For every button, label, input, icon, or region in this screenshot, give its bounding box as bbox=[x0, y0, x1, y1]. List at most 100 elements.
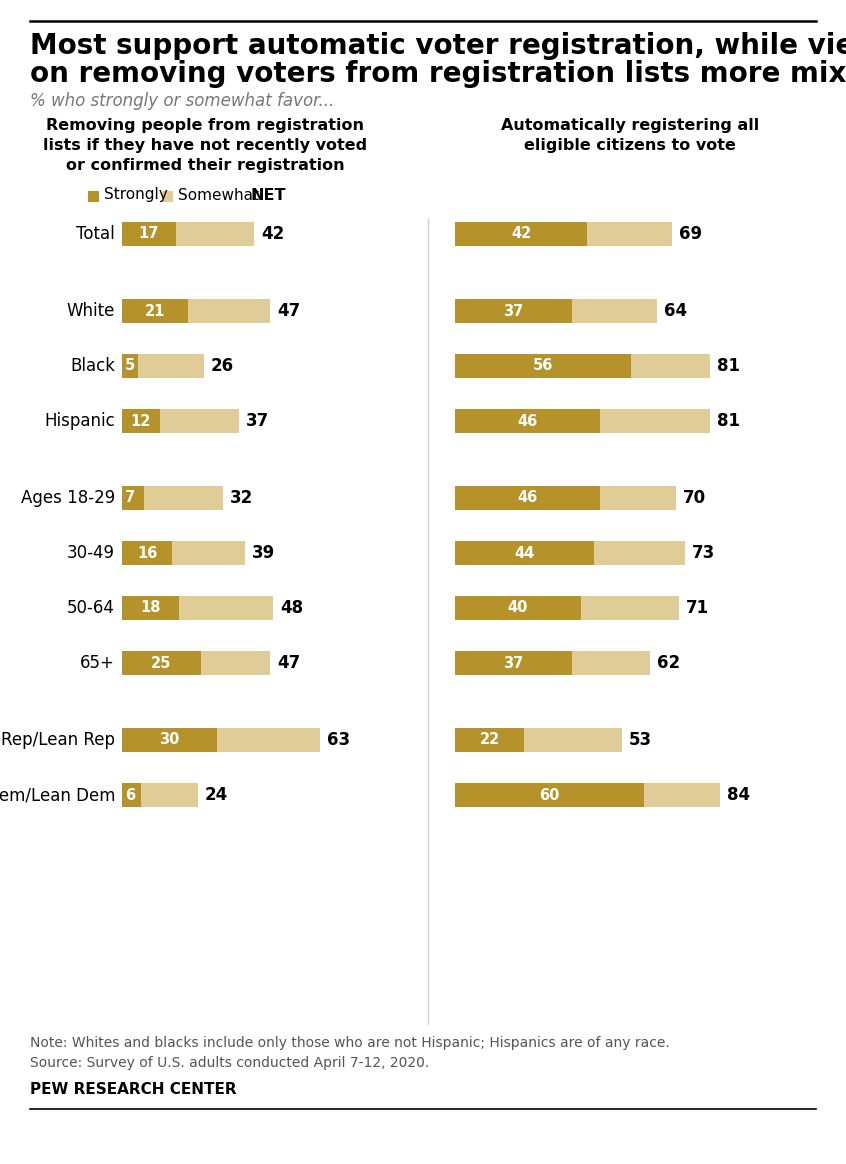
Text: % who strongly or somewhat favor...: % who strongly or somewhat favor... bbox=[30, 92, 334, 111]
Text: Most support automatic voter registration, while views: Most support automatic voter registratio… bbox=[30, 31, 846, 61]
Bar bbox=[201, 651, 270, 675]
Bar bbox=[455, 487, 600, 510]
Bar bbox=[144, 487, 222, 510]
Bar bbox=[122, 409, 160, 433]
Bar bbox=[122, 487, 144, 510]
Text: PEW RESEARCH CENTER: PEW RESEARCH CENTER bbox=[30, 1083, 237, 1096]
Bar bbox=[594, 541, 685, 565]
Bar bbox=[141, 783, 198, 807]
Text: 81: 81 bbox=[717, 357, 740, 375]
Text: 42: 42 bbox=[261, 225, 284, 243]
Text: 5: 5 bbox=[125, 359, 135, 374]
Text: 46: 46 bbox=[517, 490, 537, 505]
Text: 30: 30 bbox=[159, 732, 179, 747]
Text: 65+: 65+ bbox=[80, 654, 115, 672]
Text: 12: 12 bbox=[131, 413, 151, 428]
Text: 70: 70 bbox=[683, 489, 706, 508]
Bar bbox=[122, 651, 201, 675]
Text: 46: 46 bbox=[517, 413, 537, 428]
Text: 81: 81 bbox=[717, 412, 740, 430]
Text: 64: 64 bbox=[663, 301, 687, 320]
Text: 71: 71 bbox=[685, 599, 709, 617]
Bar bbox=[162, 191, 173, 201]
Bar bbox=[644, 783, 720, 807]
Text: Ages 18-29: Ages 18-29 bbox=[21, 489, 115, 508]
Text: 32: 32 bbox=[230, 489, 253, 508]
Bar bbox=[455, 541, 594, 565]
Bar bbox=[122, 299, 188, 322]
Bar bbox=[581, 596, 678, 620]
Bar bbox=[455, 783, 644, 807]
Bar bbox=[88, 191, 99, 201]
Bar bbox=[173, 541, 244, 565]
Text: Black: Black bbox=[70, 357, 115, 375]
Bar bbox=[455, 354, 631, 378]
Text: 53: 53 bbox=[629, 731, 652, 748]
Text: 30-49: 30-49 bbox=[67, 544, 115, 562]
Text: Note: Whites and blacks include only those who are not Hispanic; Hispanics are o: Note: Whites and blacks include only tho… bbox=[30, 1036, 670, 1070]
Bar bbox=[160, 409, 239, 433]
Text: 47: 47 bbox=[277, 301, 300, 320]
Text: Hispanic: Hispanic bbox=[44, 412, 115, 430]
Bar bbox=[138, 354, 204, 378]
Bar bbox=[455, 409, 600, 433]
Bar bbox=[587, 222, 673, 246]
Bar bbox=[122, 541, 173, 565]
Bar bbox=[572, 651, 651, 675]
Bar bbox=[217, 728, 321, 752]
Bar bbox=[122, 596, 179, 620]
Bar bbox=[455, 596, 581, 620]
Bar bbox=[525, 728, 622, 752]
Text: 50-64: 50-64 bbox=[67, 599, 115, 617]
Text: Total: Total bbox=[76, 225, 115, 243]
Text: 40: 40 bbox=[508, 601, 528, 616]
Text: NET: NET bbox=[250, 187, 285, 203]
Text: 48: 48 bbox=[280, 599, 304, 617]
Text: 17: 17 bbox=[139, 227, 159, 241]
Bar bbox=[455, 299, 572, 322]
Text: Removing people from registration
lists if they have not recently voted
or confi: Removing people from registration lists … bbox=[43, 118, 367, 172]
Text: Dem/Lean Dem: Dem/Lean Dem bbox=[0, 786, 115, 804]
Text: 26: 26 bbox=[211, 357, 234, 375]
Text: 39: 39 bbox=[252, 544, 275, 562]
Text: 69: 69 bbox=[679, 225, 702, 243]
Text: 22: 22 bbox=[480, 732, 500, 747]
Text: 84: 84 bbox=[727, 786, 750, 804]
Text: 37: 37 bbox=[503, 655, 524, 670]
Text: 37: 37 bbox=[503, 304, 524, 319]
Text: 44: 44 bbox=[514, 546, 535, 561]
Bar bbox=[455, 222, 587, 246]
Text: 25: 25 bbox=[151, 655, 172, 670]
Text: Automatically registering all
eligible citizens to vote: Automatically registering all eligible c… bbox=[501, 118, 759, 152]
Text: 6: 6 bbox=[125, 788, 135, 802]
Text: 7: 7 bbox=[125, 490, 135, 505]
Bar bbox=[631, 354, 710, 378]
Bar bbox=[600, 409, 710, 433]
Bar bbox=[122, 728, 217, 752]
Bar bbox=[122, 783, 141, 807]
Text: 37: 37 bbox=[245, 412, 269, 430]
Text: 62: 62 bbox=[657, 654, 680, 672]
Bar bbox=[122, 222, 176, 246]
Text: 73: 73 bbox=[692, 544, 715, 562]
Text: Rep/Lean Rep: Rep/Lean Rep bbox=[1, 731, 115, 748]
Bar bbox=[455, 728, 525, 752]
Text: 63: 63 bbox=[327, 731, 350, 748]
Text: 42: 42 bbox=[511, 227, 531, 241]
Bar bbox=[122, 354, 138, 378]
Text: on removing voters from registration lists more mixed: on removing voters from registration lis… bbox=[30, 61, 846, 88]
Bar bbox=[572, 299, 656, 322]
Text: 24: 24 bbox=[205, 786, 228, 804]
Bar bbox=[179, 596, 273, 620]
Text: 47: 47 bbox=[277, 654, 300, 672]
Text: White: White bbox=[67, 301, 115, 320]
Text: 16: 16 bbox=[137, 546, 157, 561]
Bar bbox=[455, 651, 572, 675]
Text: Somewhat: Somewhat bbox=[178, 187, 259, 203]
Text: Strongly: Strongly bbox=[104, 187, 168, 203]
Text: 60: 60 bbox=[539, 788, 560, 802]
Bar bbox=[188, 299, 270, 322]
Text: 56: 56 bbox=[533, 359, 553, 374]
Bar bbox=[176, 222, 255, 246]
Text: 21: 21 bbox=[145, 304, 165, 319]
